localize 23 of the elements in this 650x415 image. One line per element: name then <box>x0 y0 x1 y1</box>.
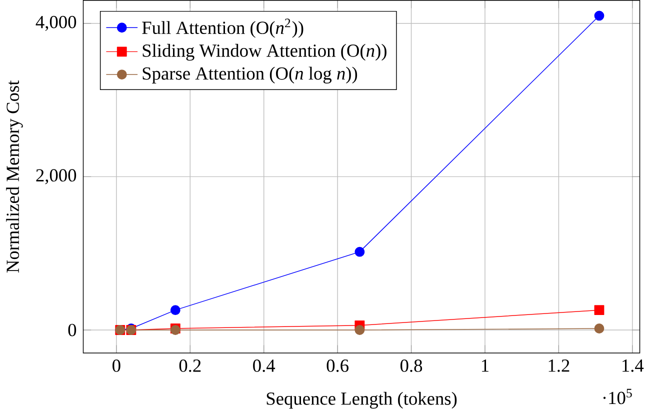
x-tick-label: 0 <box>112 360 120 372</box>
legend-label: Sliding Window Attention (O(n)) <box>142 44 386 61</box>
point <box>170 305 180 316</box>
x-tick-label: 1.4 <box>622 360 644 372</box>
x-tick-label: 0.4 <box>253 360 276 372</box>
y-tick-label: 2,000 <box>36 169 76 184</box>
x-axis-title: Sequence Length (tokens) <box>266 392 457 409</box>
point <box>354 325 365 336</box>
x-tick-label: 1.2 <box>548 360 570 372</box>
text: ·10$^{5}$ <box>603 389 632 404</box>
x-tick-label: 0.2 <box>179 360 201 372</box>
x-tick-label: 0.6 <box>326 360 348 372</box>
y-axis-title: Normalized Memory Cost <box>6 80 23 273</box>
point <box>594 305 604 316</box>
point <box>354 246 365 257</box>
legend-label: Full Attention (O(n$^{2}$)) <box>142 18 304 38</box>
point <box>594 324 604 334</box>
x-tick-label: 1 <box>482 360 488 372</box>
point <box>594 10 604 21</box>
legend-label: Sparse Attention (O(n log n)) <box>142 66 358 84</box>
x-tick-label: 0.8 <box>400 360 422 372</box>
y-tick-label: 4,000 <box>36 16 76 31</box>
y-tick-label: 0 <box>68 324 76 336</box>
